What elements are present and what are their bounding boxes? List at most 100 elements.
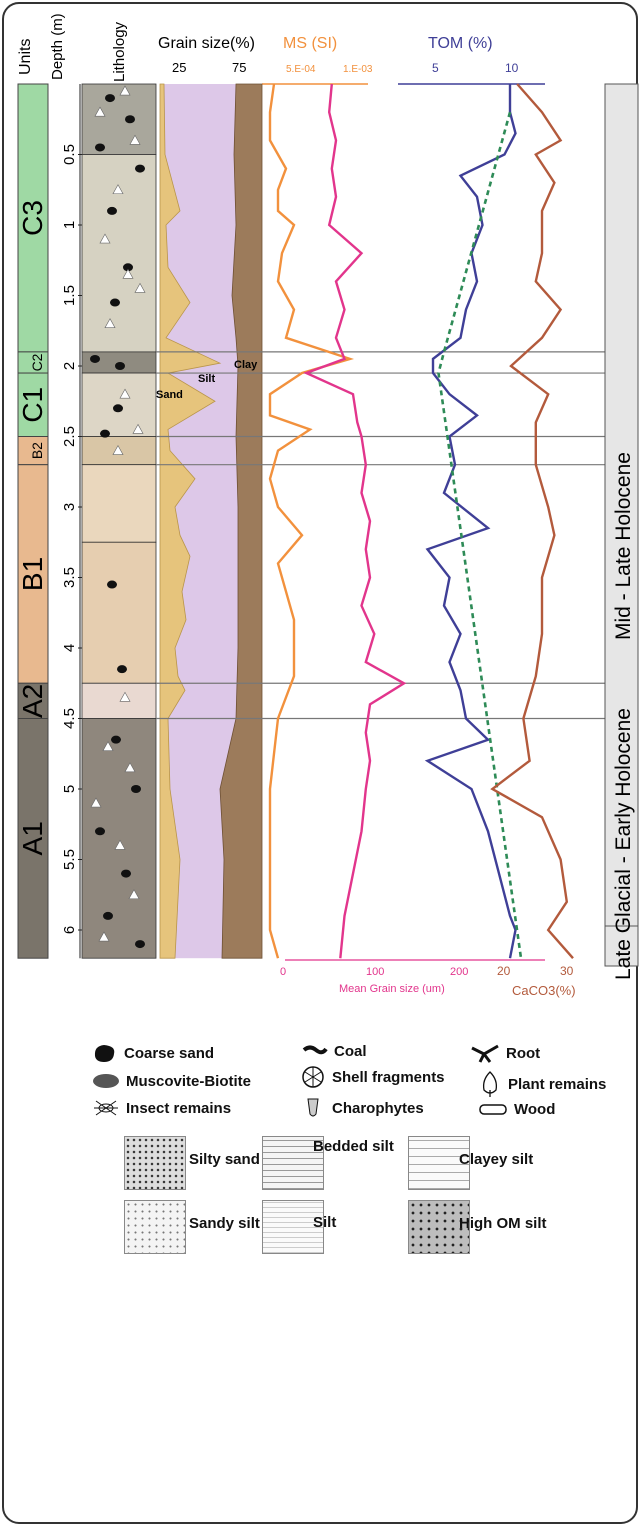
unit-label-c2: C2: [29, 353, 45, 371]
series-ms-si-: [268, 83, 355, 959]
period-box-mid-late: [604, 83, 639, 927]
coarse-sand-clast: [121, 869, 131, 878]
caco3-tick-20: 20: [497, 964, 511, 978]
coal-icon: [302, 1045, 328, 1055]
legend-label: Root: [506, 1044, 541, 1062]
legend-silty-sand: Silty sand: [189, 1151, 260, 1168]
series-tom-: [424, 84, 517, 959]
unit-label-b1: B1: [17, 557, 48, 591]
depth-tick-label: 4: [61, 644, 78, 652]
coarse-sand-icon: [94, 1045, 115, 1062]
coarse-sand-clast: [123, 263, 133, 272]
lithology-header: Lithology: [111, 21, 128, 82]
legend-silt: Silt: [313, 1214, 337, 1231]
unit-band-c1: [17, 372, 49, 437]
depth-tick-label: 5.5: [61, 849, 78, 870]
unit-label-c1: C1: [17, 387, 48, 423]
shell-fragment-mark: [90, 797, 102, 808]
curves: [268, 83, 574, 959]
shell-fragment-mark: [122, 268, 134, 279]
coarse-sand-clast: [107, 580, 117, 589]
legend: Coarse sand Coal Root Muscovite-Biotite …: [0, 1040, 640, 1526]
lithology-layer: [81, 541, 157, 684]
shell-fragment-mark: [114, 839, 126, 850]
clayey-silt-swatch: [408, 1136, 470, 1190]
shell-fragment-mark: [98, 931, 110, 942]
coarse-sand-clast: [100, 429, 110, 438]
mean-tick-100: 100: [366, 966, 384, 978]
shell-fragment-mark: [134, 282, 146, 293]
charophytes-icon: [307, 1098, 319, 1117]
lithology-layer: [81, 372, 157, 437]
coarse-sand-clast: [110, 298, 120, 307]
ms-tick-1e-03: 1.E-03: [343, 64, 373, 75]
unit-band-a2: [17, 682, 49, 719]
mean-tick-0: 0: [280, 966, 286, 978]
muscovite-biotite-icon: [93, 1074, 119, 1088]
depth-axis: 0.5 1 1.5 2 2.5 3 3.5 4 4.5 5 5.5 6: [61, 84, 82, 959]
lithology-layer: [81, 83, 157, 155]
silty-sand-swatch: [124, 1136, 186, 1190]
coarse-sand-clast: [95, 827, 105, 836]
legend-coal: Coal: [302, 1042, 367, 1060]
legend-label: Insect remains: [126, 1099, 232, 1117]
legend-label: Coal: [334, 1042, 367, 1060]
insect-remains-icon: [94, 1100, 118, 1116]
root-icon: [471, 1044, 499, 1063]
depth-tick-label: 2.5: [61, 426, 78, 447]
series-caco3-: [490, 83, 574, 959]
bedded-silt-swatch: [262, 1136, 324, 1190]
coarse-sand-clast: [107, 206, 117, 215]
legend-coarse-sand: Coarse sand: [92, 1042, 214, 1064]
lithology-layer: [81, 682, 157, 719]
tom-tick-5: 5: [432, 61, 439, 75]
coarse-sand-clast: [103, 911, 113, 920]
caco3-tick-30: 30: [560, 964, 574, 978]
depth-tick-label: 5: [61, 785, 78, 793]
coarse-sand-clast: [135, 164, 145, 173]
coarse-sand-clast: [115, 362, 125, 370]
grain-tick-75: 75: [232, 60, 246, 75]
legend-insect-remains: Insect remains: [92, 1098, 231, 1118]
legend-label: Shell fragments: [332, 1068, 445, 1086]
depth-tick-label: 2: [61, 362, 78, 370]
grain-tick-25: 25: [172, 60, 186, 75]
shell-fragment-mark: [112, 184, 124, 195]
shell-fragments-icon: [302, 1066, 324, 1088]
legend-root: Root: [470, 1042, 540, 1064]
coarse-sand-clast: [105, 94, 115, 103]
shell-fragment-mark: [119, 691, 131, 702]
unit-band-b1: [17, 464, 49, 684]
silt-swatch: [262, 1200, 324, 1254]
legend-muscovite-biotite: Muscovite-Biotite: [92, 1072, 251, 1090]
shell-fragment-mark: [128, 889, 140, 900]
coarse-sand-clast: [131, 785, 141, 793]
shell-fragment-mark: [94, 106, 106, 117]
unit-label-a1: A1: [17, 821, 48, 855]
grain-label-sand: Sand: [156, 389, 183, 401]
wood-icon: [479, 1104, 507, 1115]
legend-shell-fragments: Shell fragments: [300, 1064, 445, 1090]
legend-label: Plant remains: [508, 1075, 607, 1093]
shell-fragment-mark: [99, 233, 111, 244]
legend-label: Wood: [514, 1100, 556, 1118]
tom-tick-10: 10: [505, 61, 519, 75]
legend-bedded-silt: Bedded silt: [313, 1138, 394, 1155]
period-box-late-glacial: [604, 925, 639, 967]
legend-sandy-silt: Sandy silt: [189, 1215, 260, 1232]
plant-remains-icon: [482, 1071, 498, 1097]
units-column: C3 C2 C1 B2 B1 A2 A1: [17, 83, 49, 959]
unit-band-c3: [17, 83, 49, 353]
period-mid-late-holocene: Mid - Late Holocene: [612, 452, 635, 640]
coarse-sand-clast: [125, 115, 135, 124]
tom-header: TOM (%): [428, 35, 493, 52]
shell-fragment-mark: [129, 134, 141, 145]
ms-tick-5e-04: 5.E-04: [286, 64, 316, 75]
unit-boundaries: [156, 351, 605, 720]
legend-charophytes: Charophytes: [300, 1096, 424, 1120]
unit-label-b2: B2: [29, 442, 45, 459]
legend-label: Charophytes: [332, 1099, 424, 1117]
units-header: Units: [17, 39, 34, 75]
grain-size-header: Grain size(%): [158, 35, 255, 52]
